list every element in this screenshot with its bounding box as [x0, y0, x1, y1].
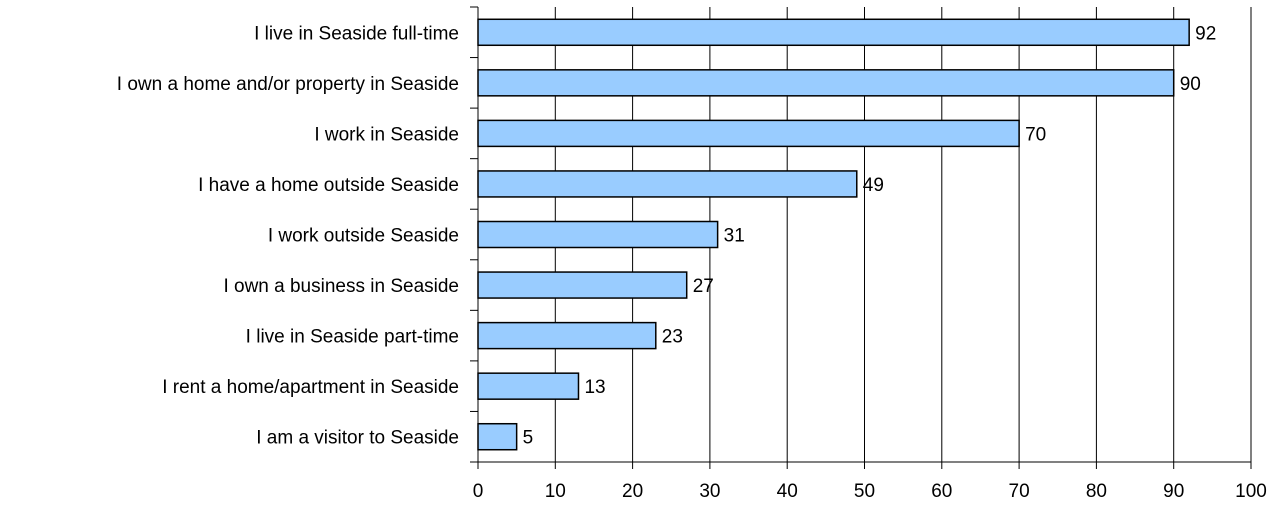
x-tick-label: 40	[777, 481, 798, 502]
bar	[477, 69, 1175, 97]
x-tick-label: 50	[854, 481, 875, 502]
bar	[477, 119, 1020, 148]
labels: 0 10 20 30 40 50 60 70 80 90 100 92 I live in Seasid…	[117, 23, 1267, 502]
x-tick-label: 0	[473, 481, 484, 502]
category-label: I work in Seaside	[314, 124, 459, 145]
data-label: 92	[1195, 23, 1216, 44]
category-label: I rent a home/apartment in Seaside	[162, 377, 459, 398]
x-tick-label: 100	[1235, 481, 1267, 502]
category-label: I live in Seaside full-time	[254, 23, 459, 44]
bars	[477, 18, 1190, 451]
data-label: 49	[863, 175, 884, 196]
data-label: 70	[1025, 124, 1046, 145]
data-label: 31	[724, 226, 745, 247]
category-label: I have a home outside Seaside	[198, 175, 459, 196]
category-label: I live in Seaside part-time	[246, 327, 459, 348]
data-label: 27	[693, 276, 714, 297]
bar	[477, 220, 719, 249]
bar	[477, 422, 518, 451]
x-tick-label: 80	[1086, 481, 1107, 502]
axes	[470, 6, 1252, 469]
category-label: I own a business in Seaside	[223, 276, 459, 297]
data-label: 5	[523, 428, 534, 449]
category-label: I am a visitor to Seaside	[256, 428, 459, 449]
bar	[477, 372, 580, 400]
x-tick-label: 70	[1009, 481, 1030, 502]
x-tick-label: 30	[699, 481, 720, 502]
category-label: I own a home and/or property in Seaside	[117, 74, 459, 95]
bar	[477, 170, 858, 198]
bar	[477, 321, 657, 350]
bar	[477, 18, 1190, 47]
data-label: 13	[584, 377, 605, 398]
x-tick-label: 90	[1163, 481, 1184, 502]
x-tick-label: 60	[931, 481, 952, 502]
category-label: I work outside Seaside	[268, 226, 459, 247]
x-tick-label: 20	[622, 481, 643, 502]
data-label: 23	[662, 327, 683, 348]
x-tick-label: 10	[545, 481, 566, 502]
bar	[477, 271, 688, 299]
data-label: 90	[1180, 74, 1201, 95]
